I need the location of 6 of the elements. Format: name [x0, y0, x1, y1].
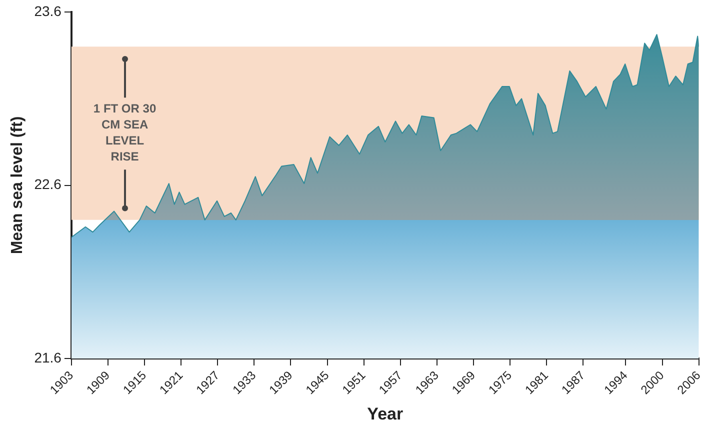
y-tick-label: 23.6	[34, 2, 62, 19]
y-tick-label: 21.6	[34, 349, 62, 366]
x-axis-title: Year	[367, 404, 404, 424]
band-label: 1 FT OR 30 CM SEA LEVEL RISE	[93, 102, 156, 164]
y-tick-label: 22.6	[34, 176, 62, 192]
y-axis-title: Mean sea level (ft)	[9, 116, 26, 254]
